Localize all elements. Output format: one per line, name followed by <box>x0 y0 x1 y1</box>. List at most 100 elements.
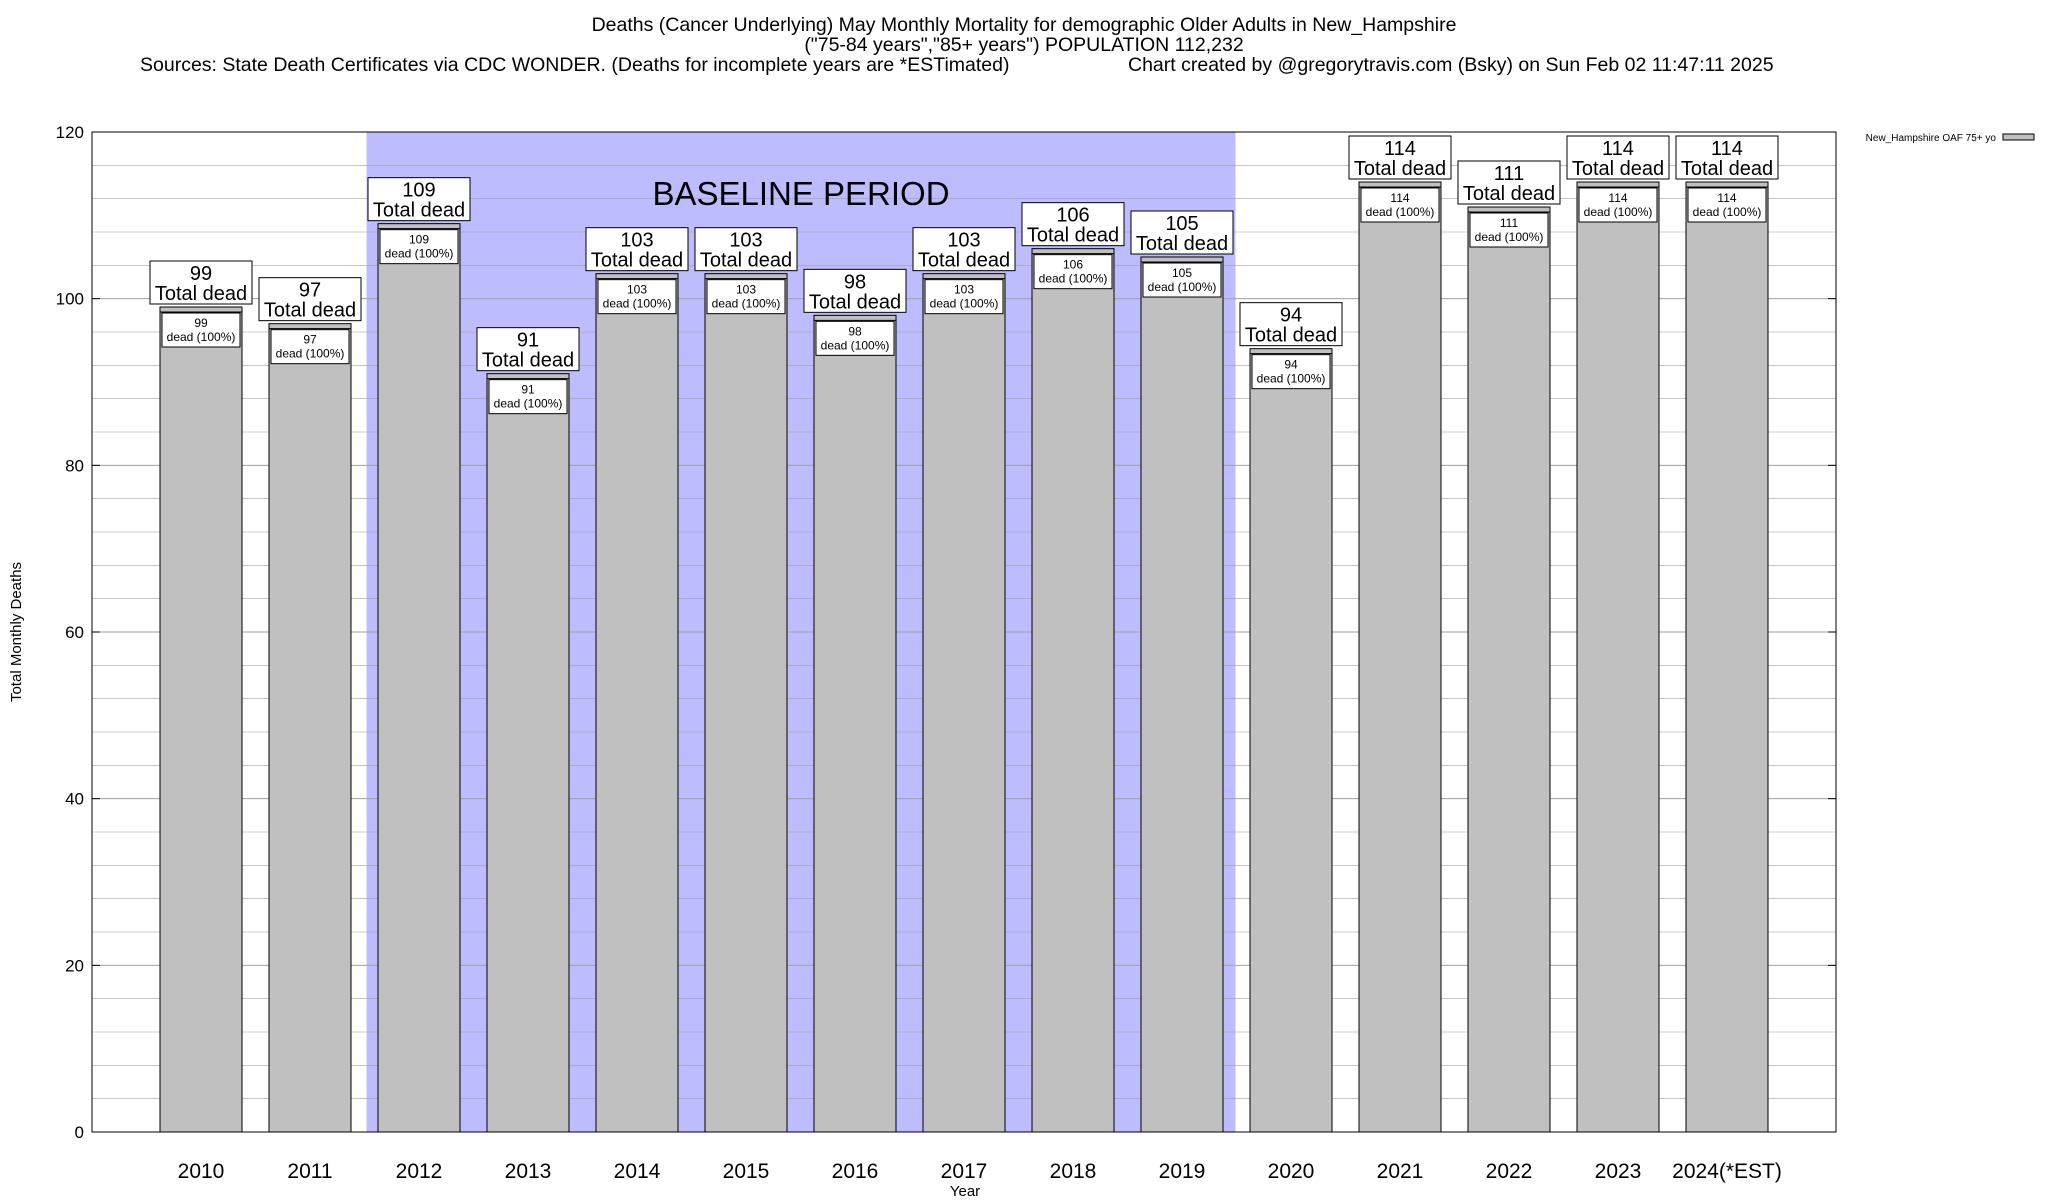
bar-inner-label: dead (100%) <box>1475 230 1544 244</box>
bar <box>377 223 461 1133</box>
x-tick-label: 2014 <box>614 1160 661 1183</box>
bar-total-label-box <box>912 227 1016 272</box>
bar <box>922 273 1006 1133</box>
y-axis-label: Total Monthly Deaths <box>8 562 25 702</box>
x-tick-label: 2020 <box>1268 1160 1315 1183</box>
bar-inner-label: dead (100%) <box>821 338 890 352</box>
bar-inner-value: 114 <box>1717 191 1736 205</box>
x-tick-label: 2018 <box>1050 1160 1097 1183</box>
bar-total-label-box <box>1348 135 1452 180</box>
bar-total-label-box <box>149 260 253 305</box>
bar-total-label: Total dead <box>1354 158 1446 180</box>
bar-inner-label-box <box>270 329 350 365</box>
bar-total-label-box <box>1130 210 1234 255</box>
bar-inner-label-box <box>815 320 895 356</box>
x-tick-label: 2011 <box>287 1160 332 1183</box>
bar-total-value: 99 <box>190 263 212 285</box>
bar <box>1140 256 1224 1133</box>
bar-total-label-box <box>1675 135 1779 180</box>
bar-total-value: 103 <box>620 230 653 252</box>
bar-total-value: 97 <box>299 280 321 302</box>
x-tick-label: 2019 <box>1159 1160 1206 1183</box>
bar-total-value: 111 <box>1494 163 1524 185</box>
bar-inner-label-box <box>1578 187 1658 223</box>
x-tick-label: 2013 <box>505 1160 552 1183</box>
x-tick-label: 2010 <box>178 1160 225 1183</box>
bar-inner-value: 103 <box>954 283 974 297</box>
bar-total-label-box <box>1566 135 1670 180</box>
bar-inner-label: dead (100%) <box>1693 205 1762 219</box>
bar-total-label: Total dead <box>1681 158 1773 180</box>
bar-inner-label-box <box>597 279 677 315</box>
bar-total-label-box <box>1021 202 1125 247</box>
y-tick-label: 20 <box>65 956 84 975</box>
bar <box>159 306 243 1133</box>
bar-total-label: Total dead <box>1572 158 1664 180</box>
bar-inner-value: 91 <box>521 383 535 397</box>
bar-total-value: 114 <box>1384 138 1416 160</box>
bar-inner-value: 94 <box>1284 358 1298 372</box>
bar-inner-label-box <box>488 379 568 415</box>
bar-total-label: Total dead <box>1027 225 1119 247</box>
bar-total-label: Total dead <box>1245 325 1337 347</box>
chart-source-note: Sources: State Death Certificates via CD… <box>140 54 1010 76</box>
bar-inner-value: 105 <box>1172 266 1192 280</box>
bar-total-label: Total dead <box>373 200 465 222</box>
bar-inner-label: dead (100%) <box>1148 280 1217 294</box>
bar-inner-value: 103 <box>627 283 647 297</box>
bar-total-label-box <box>585 227 689 272</box>
x-tick-label: 2022 <box>1486 1160 1533 1183</box>
chart-credit: Chart created by @gregorytravis.com (Bsk… <box>1128 54 1774 76</box>
bar-total-value: 91 <box>517 330 539 352</box>
x-tick-label: 2017 <box>941 1160 988 1183</box>
bar <box>1031 248 1115 1133</box>
bar-inner-label: dead (100%) <box>1366 205 1435 219</box>
chart-subtitle: ("75-84 years","85+ years") POPULATION 1… <box>804 34 1244 56</box>
x-tick-label: 2021 <box>1377 1160 1424 1183</box>
bar-inner-value: 114 <box>1390 191 1409 205</box>
plot-frame <box>91 131 1837 1133</box>
x-axis-label: Year <box>950 1183 980 1200</box>
bar-inner-value: 106 <box>1063 258 1083 272</box>
x-tick-label: 2015 <box>723 1160 770 1183</box>
bar-total-label: Total dead <box>809 291 901 313</box>
bar-total-label: Total dead <box>1463 183 1555 205</box>
bar-inner-value: 98 <box>848 324 862 338</box>
bar-total-value: 109 <box>402 180 435 202</box>
bar <box>1249 348 1333 1133</box>
bar-inner-label: dead (100%) <box>167 330 236 344</box>
baseline-period-label: BASELINE PERIOD <box>652 175 949 212</box>
bar-total-value: 114 <box>1711 138 1743 160</box>
bar-inner-label: dead (100%) <box>930 297 999 311</box>
bar-inner-label-box <box>1033 254 1113 290</box>
bar-inner-label-box <box>1142 262 1222 298</box>
y-tick-label: 60 <box>65 623 84 642</box>
bar-inner-label-box <box>924 279 1004 315</box>
bar-total-value: 103 <box>947 230 980 252</box>
bar <box>1358 181 1442 1133</box>
y-tick-label: 120 <box>56 123 84 142</box>
x-tick-label: 2024(*EST) <box>1672 1160 1782 1183</box>
bar <box>1576 181 1660 1133</box>
bar-inner-label: dead (100%) <box>603 297 672 311</box>
bar-total-label-box <box>476 327 580 372</box>
bar-inner-label-box <box>1687 187 1767 223</box>
bar <box>813 314 897 1133</box>
bar-inner-value: 103 <box>736 283 756 297</box>
bar-inner-label: dead (100%) <box>276 347 345 361</box>
bar-inner-label-box <box>379 229 459 265</box>
